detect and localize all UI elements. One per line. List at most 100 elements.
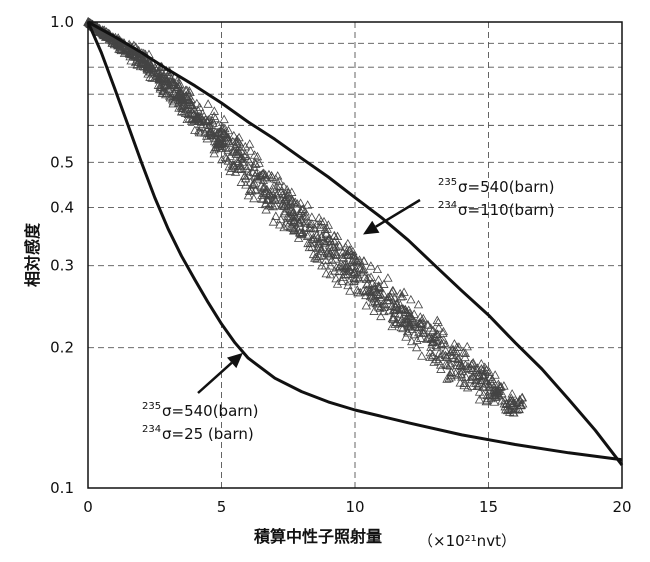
scatter-point bbox=[450, 353, 460, 363]
x-tick-label: 10 bbox=[345, 498, 364, 516]
scatter-point bbox=[323, 249, 334, 258]
scatter-point bbox=[173, 90, 183, 99]
scatter-point bbox=[165, 92, 175, 102]
scatter-point bbox=[439, 335, 449, 344]
scatter-point bbox=[472, 381, 482, 390]
scatter-point bbox=[312, 243, 323, 253]
scatter-point bbox=[394, 309, 405, 319]
scatter-point bbox=[351, 263, 361, 273]
scatter-point bbox=[248, 179, 258, 188]
scatter-point bbox=[221, 142, 232, 151]
scatter-point bbox=[373, 275, 384, 284]
scatter-point bbox=[260, 199, 271, 209]
scatter-point bbox=[286, 222, 297, 232]
scatter-point bbox=[252, 151, 263, 161]
scatter-point bbox=[438, 328, 448, 337]
scatter-point bbox=[518, 398, 528, 408]
scatter-point bbox=[332, 231, 343, 241]
scatter-point bbox=[467, 381, 478, 390]
scatter-point bbox=[434, 348, 444, 357]
scatter-point bbox=[368, 297, 378, 307]
scatter-point bbox=[295, 206, 306, 215]
scatter-point bbox=[245, 146, 256, 155]
scatter-point bbox=[335, 261, 345, 271]
scatter-point bbox=[473, 380, 484, 390]
annotation-text: σ=540(barn) bbox=[162, 402, 259, 420]
scatter-point bbox=[276, 186, 287, 195]
scatter-point bbox=[402, 326, 413, 336]
scatter-point bbox=[330, 250, 341, 259]
scatter-point bbox=[262, 184, 272, 194]
scatter-point bbox=[425, 352, 435, 361]
x-tick-label: 5 bbox=[217, 498, 227, 516]
scatter-point bbox=[351, 254, 361, 263]
scatter-point bbox=[289, 197, 299, 207]
scatter-point bbox=[263, 195, 273, 204]
scatter-point bbox=[481, 396, 491, 406]
scatter-point bbox=[223, 125, 234, 135]
scatter-point bbox=[517, 393, 527, 402]
scatter-point bbox=[295, 198, 306, 207]
scatter-point bbox=[460, 348, 470, 357]
scatter-point bbox=[305, 219, 316, 229]
model-curve-1 bbox=[87, 20, 624, 467]
scatter-point bbox=[194, 126, 204, 135]
annotation-text: σ=110(barn) bbox=[458, 201, 555, 219]
x-tick-label: 0 bbox=[83, 498, 93, 516]
scatter-point bbox=[321, 255, 331, 265]
scatter-point bbox=[460, 352, 470, 362]
scatter-point bbox=[491, 388, 502, 397]
scatter-point bbox=[339, 270, 349, 279]
annotation-text: σ=25 (barn) bbox=[162, 425, 254, 443]
scatter-point bbox=[428, 350, 438, 359]
scatter-point bbox=[197, 108, 208, 118]
scatter-point bbox=[279, 200, 289, 210]
scatter-point bbox=[325, 269, 336, 279]
y-tick-label: 0.4 bbox=[50, 198, 74, 216]
scatter-point bbox=[218, 128, 229, 137]
scatter-point bbox=[206, 126, 217, 136]
scatter-point bbox=[356, 264, 366, 273]
scatter-point bbox=[466, 363, 476, 372]
scatter-point bbox=[229, 146, 239, 156]
scatter-point bbox=[287, 187, 297, 196]
scatter-point bbox=[426, 323, 436, 332]
scatter-point bbox=[366, 272, 376, 281]
scatter-point bbox=[442, 352, 452, 361]
scatter-point bbox=[268, 190, 278, 199]
scatter-point bbox=[446, 372, 456, 381]
scatter-point bbox=[476, 364, 487, 373]
annotation-text: σ=540(barn) bbox=[458, 178, 555, 196]
annotation-isotope: 234 bbox=[438, 200, 457, 211]
scatter-point bbox=[440, 350, 451, 360]
scatter-point bbox=[487, 374, 498, 384]
scatter-point bbox=[195, 119, 206, 128]
scatter-point bbox=[479, 373, 489, 382]
scatter-point bbox=[395, 317, 406, 326]
scatter-point bbox=[170, 95, 181, 104]
scatter-point bbox=[316, 244, 327, 253]
scatter-point bbox=[398, 323, 408, 333]
y-tick-label: 0.3 bbox=[50, 257, 74, 275]
scatter-point bbox=[225, 151, 235, 160]
scatter-point bbox=[451, 346, 461, 356]
y-tick-label: 0.1 bbox=[50, 479, 74, 497]
scatter-point bbox=[414, 317, 425, 327]
scatter-point bbox=[426, 342, 436, 351]
x-tick-label: 15 bbox=[479, 498, 498, 516]
scatter-point bbox=[236, 142, 247, 151]
scatter-point bbox=[383, 273, 393, 282]
scatter-point bbox=[283, 213, 293, 223]
scatter-point bbox=[157, 72, 168, 81]
scatter-point bbox=[341, 250, 351, 259]
scatter-point bbox=[456, 361, 467, 371]
scatter-point bbox=[401, 332, 411, 341]
scatter-point bbox=[436, 339, 447, 348]
scatter-point bbox=[407, 336, 417, 346]
scatter-point bbox=[266, 198, 277, 208]
scatter-point bbox=[366, 261, 376, 270]
x-tick-label: 20 bbox=[612, 498, 631, 516]
scatter-point bbox=[505, 398, 515, 407]
scatter-point bbox=[243, 190, 254, 200]
scatter-point bbox=[232, 144, 243, 154]
